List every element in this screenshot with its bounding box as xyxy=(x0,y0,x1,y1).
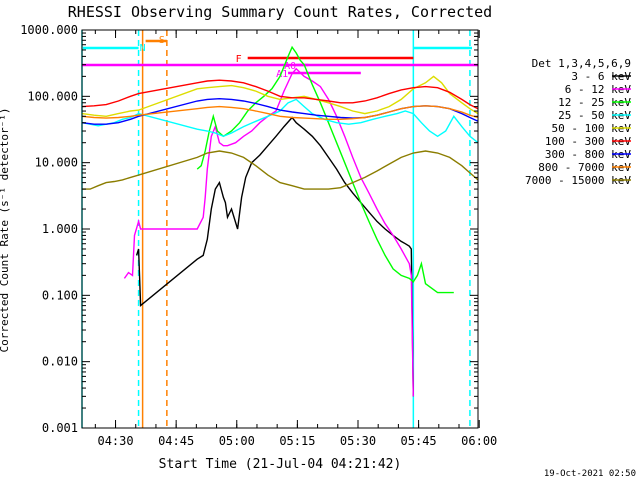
x-tick-label-0: 04:30 xyxy=(97,434,133,448)
y-tick-label-3: 1.000 xyxy=(42,222,78,236)
x-tick-label-4: 05:30 xyxy=(340,434,376,448)
x-tick-label-2: 05:00 xyxy=(219,434,255,448)
y-axis-label: Corrected Count Rate (s⁻¹ detector⁻¹) xyxy=(0,107,11,352)
series-line-1 xyxy=(123,67,414,397)
y-tick-label-0: 0.001 xyxy=(42,421,78,435)
legend-label-6: 300 - 800 keV xyxy=(545,148,631,161)
chart-title: RHESSI Observing Summary Count Rates, Co… xyxy=(68,3,492,21)
plot-frame xyxy=(81,29,479,429)
series-line-5 xyxy=(81,79,479,110)
series-line-7 xyxy=(81,105,479,120)
event-label-night: N xyxy=(140,43,146,54)
flag-label-f: F xyxy=(236,54,242,65)
legend-title: Det 1,3,4,5,6,9 xyxy=(532,57,631,70)
series-line-4 xyxy=(81,75,479,118)
legend-label-7: 800 - 7000 keV xyxy=(538,161,631,174)
y-tick-label-6: 1000.000 xyxy=(20,23,78,37)
legend-label-8: 7000 - 15000 keV xyxy=(525,174,631,187)
legend-label-5: 100 - 300 keV xyxy=(545,135,631,148)
event-label-saa: S xyxy=(159,35,165,46)
legend-label-1: 6 - 12 keV xyxy=(565,83,632,96)
y-tick-label-2: 0.100 xyxy=(42,288,78,302)
legend-label-0: 3 - 6 keV xyxy=(571,70,631,83)
series-line-3 xyxy=(81,98,479,144)
legend-label-3: 25 - 50 keV xyxy=(558,109,631,122)
legend-label-4: 50 - 100 keV xyxy=(552,122,632,135)
legend-label-2: 12 - 25 keV xyxy=(558,96,631,109)
y-tick-label-4: 10.000 xyxy=(35,156,78,170)
x-tick-label-1: 04:45 xyxy=(158,434,194,448)
timestamp: 19-Oct-2021 02:50 xyxy=(544,469,636,479)
x-tick-label-3: 05:15 xyxy=(279,434,315,448)
x-axis-label: Start Time (21-Jul-04 04:21:42) xyxy=(159,457,402,472)
y-tick-label-5: 100.000 xyxy=(27,89,78,103)
x-tick-label-5: 05:45 xyxy=(401,434,437,448)
y-tick-label-1: 0.010 xyxy=(42,355,78,369)
x-tick-label-6: 06:00 xyxy=(461,434,497,448)
flag-label-a1: A1 xyxy=(276,69,288,80)
flag-label-a0: A0 xyxy=(284,61,296,72)
series-line-8 xyxy=(82,150,479,190)
series-line-0 xyxy=(135,116,414,397)
